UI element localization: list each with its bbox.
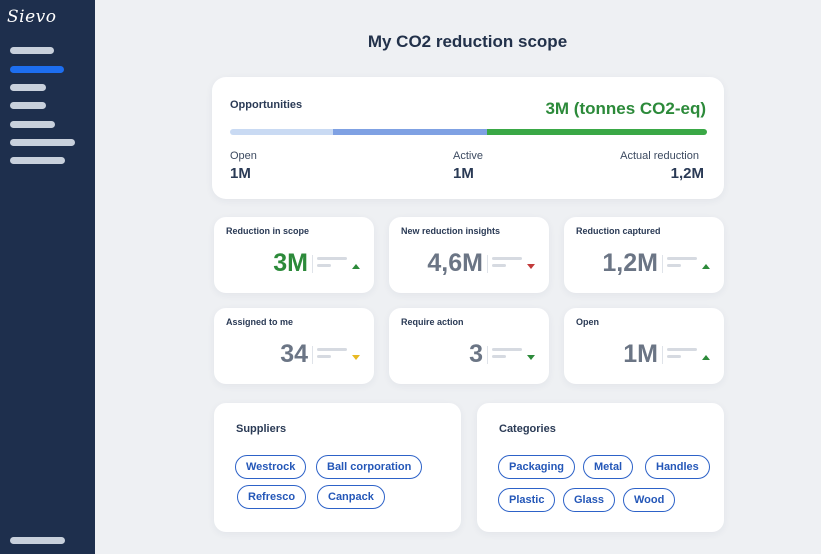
- sidebar: Sievo: [0, 0, 95, 554]
- metric-label: New reduction insights: [401, 226, 501, 236]
- sparkline-placeholder: [492, 264, 506, 267]
- category-tag[interactable]: Handles: [645, 455, 710, 479]
- metric-new-reduction-insights[interactable]: New reduction insights 4,6M: [389, 217, 549, 293]
- sidebar-item-7[interactable]: [10, 157, 65, 164]
- sidebar-item-5[interactable]: [10, 121, 55, 128]
- metric-reduction-captured[interactable]: Reduction captured 1,2M: [564, 217, 724, 293]
- category-tag[interactable]: Plastic: [498, 488, 556, 512]
- sparkline-placeholder: [492, 355, 506, 358]
- metric-open[interactable]: Open 1M: [564, 308, 724, 384]
- trend-down-icon: [352, 355, 360, 360]
- supplier-tag[interactable]: Canpack: [317, 485, 385, 509]
- category-tag[interactable]: Metal: [583, 455, 634, 479]
- sparkline-placeholder: [667, 355, 681, 358]
- metric-label: Require action: [401, 317, 464, 327]
- metric-reduction-in-scope[interactable]: Reduction in scope 3M: [214, 217, 374, 293]
- metric-value: 4,6M: [427, 249, 483, 277]
- divider: [662, 346, 663, 364]
- metric-value: 1M: [623, 340, 658, 368]
- category-tag[interactable]: Packaging: [498, 455, 576, 479]
- categories-panel: Categories Packaging Metal Handles Plast…: [477, 403, 724, 532]
- sidebar-item-3[interactable]: [10, 84, 46, 91]
- metric-label: Assigned to me: [226, 317, 294, 327]
- active-value: 1M: [453, 165, 474, 182]
- categories-title: Categories: [499, 423, 556, 435]
- supplier-tag[interactable]: Westrock: [235, 455, 307, 479]
- sparkline-placeholder: [667, 257, 697, 260]
- trend-down-icon: [527, 264, 535, 269]
- sievo-logo[interactable]: Sievo: [7, 7, 57, 27]
- metric-value: 34: [280, 340, 308, 368]
- trend-up-icon: [702, 264, 710, 269]
- metric-label: Open: [576, 317, 600, 327]
- progress-open-segment: [230, 129, 333, 135]
- sparkline-placeholder: [317, 348, 347, 351]
- page-title: My CO2 reduction scope: [367, 32, 568, 51]
- sidebar-item-4[interactable]: [10, 102, 46, 109]
- divider: [487, 346, 488, 364]
- trend-up-icon: [702, 355, 710, 360]
- metric-value: 3M: [273, 249, 308, 277]
- open-label: Open: [230, 150, 257, 162]
- divider: [662, 255, 663, 273]
- suppliers-panel: Suppliers Westrock Ball corporation Refr…: [214, 403, 461, 532]
- divider: [312, 346, 313, 364]
- metric-require-action[interactable]: Require action 3: [389, 308, 549, 384]
- category-tag[interactable]: Wood: [623, 488, 676, 512]
- metric-value: 3: [469, 340, 483, 368]
- trend-up-icon: [352, 264, 360, 269]
- sidebar-item-active[interactable]: [10, 66, 64, 73]
- metric-value: 1,2M: [602, 249, 658, 277]
- metric-label: Reduction in scope: [226, 226, 310, 236]
- category-tag[interactable]: Glass: [563, 488, 615, 512]
- sparkline-placeholder: [317, 264, 331, 267]
- metric-label: Reduction captured: [576, 226, 661, 236]
- supplier-tag[interactable]: Ball corporation: [316, 455, 423, 479]
- metric-assigned-to-me[interactable]: Assigned to me 34: [214, 308, 374, 384]
- supplier-tag[interactable]: Refresco: [237, 485, 307, 509]
- trend-down-icon: [527, 355, 535, 360]
- sidebar-item-1[interactable]: [10, 47, 54, 54]
- sparkline-placeholder: [317, 355, 331, 358]
- sidebar-footer-item[interactable]: [10, 537, 65, 544]
- sparkline-placeholder: [667, 264, 681, 267]
- active-label: Active: [453, 150, 483, 162]
- opportunities-card: Opportunities 3M (tonnes CO2-eq) Open 1M…: [212, 77, 724, 199]
- suppliers-title: Suppliers: [236, 423, 287, 435]
- progress-actual-segment: [487, 129, 707, 135]
- sparkline-placeholder: [492, 348, 522, 351]
- divider: [312, 255, 313, 273]
- opportunities-total: 3M (tonnes CO2-eq): [545, 99, 706, 118]
- actual-reduction-value: 1,2M: [670, 165, 704, 182]
- progress-active-segment: [333, 129, 487, 135]
- sparkline-placeholder: [492, 257, 522, 260]
- sparkline-placeholder: [317, 257, 347, 260]
- open-value: 1M: [230, 165, 251, 182]
- divider: [487, 255, 488, 273]
- actual-reduction-label: Actual reduction: [620, 150, 699, 162]
- opportunities-label: Opportunities: [230, 99, 303, 111]
- sidebar-item-6[interactable]: [10, 139, 75, 146]
- sparkline-placeholder: [667, 348, 697, 351]
